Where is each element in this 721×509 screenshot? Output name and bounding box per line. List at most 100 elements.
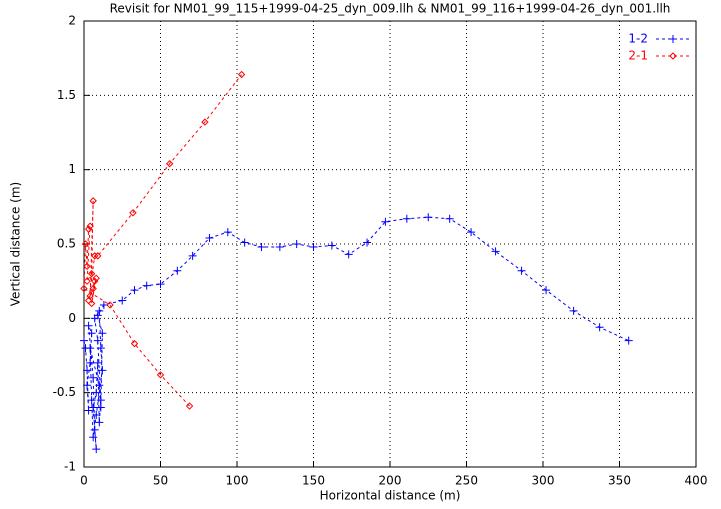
marker [309, 242, 318, 251]
marker [83, 381, 92, 390]
marker [86, 222, 94, 230]
marker [106, 301, 114, 309]
marker [130, 339, 139, 348]
legend-label: 2-1 [628, 49, 648, 63]
marker [173, 266, 182, 275]
marker [92, 388, 101, 397]
chart-title: Revisit for NM01_99_115+1999-04-25_dyn_0… [110, 2, 671, 16]
series-line [83, 216, 629, 450]
marker [669, 52, 677, 60]
marker [84, 321, 93, 330]
marker [595, 323, 604, 332]
marker [327, 241, 336, 250]
y-tick-label: 1 [68, 162, 76, 176]
marker [86, 358, 95, 367]
marker [89, 284, 97, 293]
marker [92, 445, 101, 454]
marker [93, 336, 102, 345]
legend-label: 1-2 [628, 32, 648, 46]
marker [92, 410, 101, 419]
marker [223, 228, 232, 237]
marker [95, 381, 104, 390]
marker [96, 396, 105, 405]
marker [292, 240, 301, 248]
marker [624, 336, 633, 345]
marker [94, 252, 102, 260]
marker [142, 281, 151, 290]
marker [83, 366, 92, 375]
marker [344, 250, 353, 259]
x-axis-label: Horizontal distance (m) [320, 489, 461, 503]
marker [237, 70, 246, 79]
x-tick-label: 250 [455, 474, 478, 488]
x-tick-label: 50 [153, 474, 168, 488]
marker [80, 284, 88, 293]
series-line [83, 74, 242, 407]
marker [118, 296, 127, 305]
marker [84, 296, 93, 305]
marker [87, 329, 96, 338]
marker [201, 118, 209, 126]
marker [83, 262, 91, 271]
marker [80, 336, 88, 345]
x-tick-label: 400 [685, 474, 708, 488]
marker [95, 418, 104, 427]
x-tick-label: 100 [226, 474, 249, 488]
marker [542, 286, 551, 295]
marker [93, 358, 102, 367]
marker [491, 247, 500, 256]
y-axis-label: Vertical distance (m) [9, 182, 23, 306]
marker [275, 242, 284, 251]
marker [669, 35, 677, 43]
marker [130, 286, 139, 295]
y-tick-label: -0.5 [53, 385, 76, 399]
marker [185, 402, 194, 410]
marker [98, 366, 107, 375]
marker [83, 277, 91, 285]
marker [90, 425, 99, 434]
marker [96, 403, 105, 412]
marker [96, 344, 105, 353]
marker [165, 160, 174, 168]
marker [569, 306, 578, 315]
marker [87, 396, 96, 405]
plot-frame [83, 20, 697, 468]
x-tick-label: 300 [532, 474, 555, 488]
marker [95, 306, 104, 315]
marker [89, 373, 98, 382]
y-tick-label: -1 [64, 460, 76, 474]
x-tick-label: 0 [80, 474, 88, 488]
marker [98, 329, 107, 338]
marker [467, 228, 476, 237]
y-tick-label: 0 [68, 311, 76, 325]
y-tick-label: 0.5 [57, 237, 76, 251]
marker [257, 242, 266, 251]
marker [89, 433, 98, 442]
marker [89, 197, 97, 205]
marker [129, 209, 137, 217]
marker [91, 252, 99, 260]
marker [517, 266, 526, 275]
marker [156, 280, 165, 289]
marker [381, 217, 390, 226]
marker [402, 214, 411, 223]
y-tick-label: 1.5 [57, 88, 76, 102]
marker [92, 274, 100, 282]
marker [86, 344, 95, 353]
x-tick-label: 200 [379, 474, 402, 488]
marker [87, 270, 96, 278]
marker [81, 240, 90, 248]
marker [445, 214, 454, 223]
marker [89, 403, 98, 412]
x-tick-label: 150 [302, 474, 325, 488]
marker [205, 234, 214, 243]
marker [240, 238, 249, 247]
marker [363, 238, 372, 247]
marker [156, 371, 165, 379]
marker [424, 213, 433, 222]
marker [93, 311, 102, 320]
x-tick-label: 350 [608, 474, 631, 488]
marker [188, 251, 197, 260]
marker [84, 406, 93, 415]
